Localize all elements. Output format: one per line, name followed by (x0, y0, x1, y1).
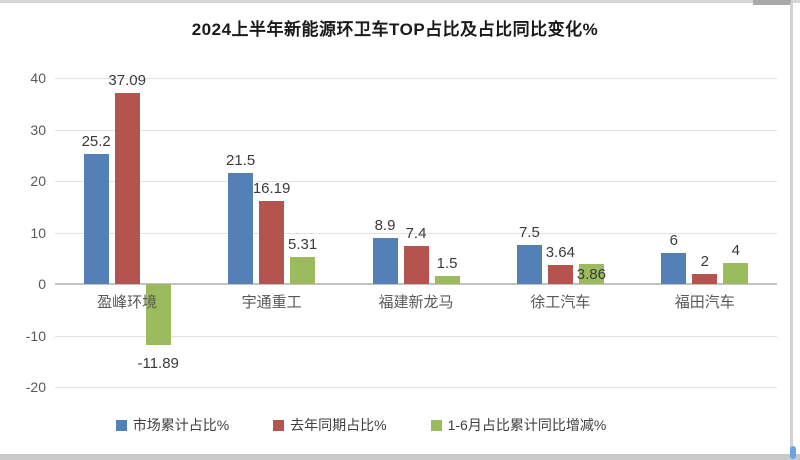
y-axis-tick-label: -20 (25, 379, 46, 395)
legend-swatch-icon (115, 419, 127, 431)
bar (372, 238, 398, 284)
legend-label: 市场累计占比% (132, 417, 230, 433)
horizontal-scrollbar-thumb[interactable] (753, 0, 791, 5)
bar-value-label: 1.5 (436, 255, 458, 273)
bar (228, 173, 254, 284)
bar-value-label: 25.2 (81, 133, 111, 151)
vertical-scrollbar-thumb[interactable] (790, 446, 796, 459)
bar-value-label: 3.64 (545, 244, 575, 262)
bar (516, 245, 542, 284)
y-axis-tick-label: 30 (30, 121, 46, 138)
bar (290, 256, 316, 284)
window-top-border (0, 0, 800, 3)
bar-value-label: 16.19 (252, 179, 291, 197)
y-axis-tick-label: -10 (25, 327, 46, 344)
legend-label: 去年同期占比% (290, 417, 387, 433)
bar (692, 273, 718, 284)
gridline (55, 78, 777, 79)
chart-legend: 市场累计占比% 去年同期占比% 1-6月占比累计同比增减% (0, 415, 756, 435)
vertical-scrollbar-track[interactable] (790, 3, 793, 460)
y-axis-tick-label: 40 (30, 70, 46, 86)
y-axis-tick-label: 10 (30, 224, 46, 241)
bar (578, 264, 604, 284)
bar (83, 154, 109, 284)
bar-value-label: -11.89 (137, 355, 179, 373)
bar-value-label: 5.31 (287, 235, 318, 253)
gridline (55, 232, 777, 234)
bar (114, 92, 140, 284)
window-bottom-edge (0, 454, 800, 460)
chart-title: 2024上半年新能源环卫车TOP占比及占比同比变化% (191, 20, 599, 39)
bar-value-label: 37.09 (108, 71, 146, 89)
category-label: 福建新龙马 (378, 294, 454, 311)
bar-value-label: 2 (700, 252, 709, 270)
gridline (55, 335, 777, 337)
bar (723, 263, 749, 284)
y-axis-tick-label: 20 (30, 173, 46, 189)
bar (145, 284, 171, 346)
bar-value-label: 3.86 (576, 266, 606, 284)
bar-value-label: 21.5 (225, 152, 256, 170)
bar-value-label: 8.9 (374, 217, 396, 235)
legend-item: 1-6月占比累计同比增减% (430, 415, 607, 435)
legend-label: 1-6月占比累计同比增减% (447, 417, 607, 433)
legend-item: 去年同期占比% (273, 415, 387, 435)
bar (259, 200, 285, 284)
bar-value-label: 4 (731, 242, 740, 260)
gridline (55, 387, 777, 388)
category-label: 福田汽车 (674, 294, 735, 311)
bar (661, 253, 687, 284)
x-axis-line (55, 283, 777, 285)
bar-value-label: 7.5 (518, 224, 540, 242)
legend-swatch-icon (273, 419, 285, 431)
bar (403, 245, 429, 284)
y-axis-tick-label: 0 (38, 276, 46, 292)
bar (434, 276, 460, 284)
gridline (55, 129, 777, 131)
bar-value-label: 7.4 (405, 224, 427, 242)
legend-swatch-icon (430, 419, 442, 431)
category-label: 盈峰环境 (97, 294, 158, 311)
category-label: 宇通重工 (241, 294, 302, 311)
bar (547, 265, 573, 284)
bar-value-label: 6 (669, 232, 678, 250)
legend-item: 市场累计占比% (115, 415, 230, 435)
gridline (55, 181, 777, 182)
category-label: 徐工汽车 (530, 294, 591, 311)
